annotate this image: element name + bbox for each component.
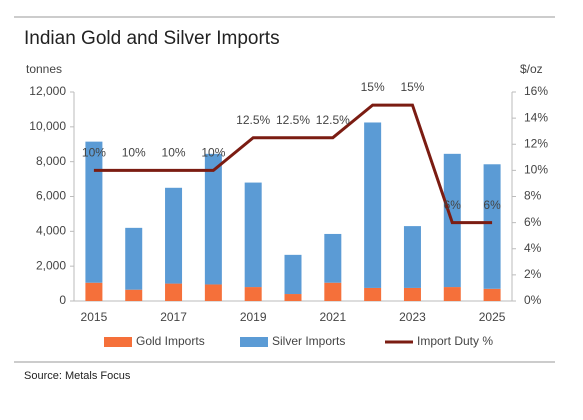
x-tick-label: 2025	[479, 310, 506, 324]
bar-segment	[403, 287, 421, 301]
x-tick-label: 2021	[319, 310, 346, 324]
y2-tick-label: 12%	[524, 136, 548, 150]
bar-segment	[483, 288, 501, 301]
legend-label: Gold Imports	[136, 334, 205, 348]
x-tick-label: 2023	[399, 310, 426, 324]
y2-tick-label: 2%	[524, 267, 542, 281]
legend-label: Silver Imports	[272, 334, 345, 348]
data-label: 10%	[201, 146, 225, 160]
chart-title: Indian Gold and Silver Imports	[24, 28, 280, 49]
y-tick-label: 8,000	[36, 154, 66, 168]
y2-tick-label: 6%	[524, 215, 542, 229]
bar-segment	[165, 187, 183, 284]
bar-segment	[204, 153, 222, 285]
x-tick-label: 2017	[160, 310, 187, 324]
y2-tick-label: 0%	[524, 293, 542, 307]
bar-segment	[204, 284, 222, 301]
y-tick-label: 2,000	[36, 258, 66, 272]
data-label: 10%	[162, 146, 186, 160]
data-label: 15%	[400, 80, 424, 94]
y-tick-label: 12,000	[29, 84, 66, 98]
data-label: 10%	[122, 146, 146, 160]
bar-segment	[483, 164, 501, 289]
bar-segment	[85, 141, 103, 283]
data-label: 15%	[361, 80, 385, 94]
legend-swatch	[104, 337, 132, 347]
y2-tick-label: 4%	[524, 241, 542, 255]
source: Source: Metals Focus	[24, 370, 131, 382]
bar-segment	[244, 182, 262, 288]
y-tick-label: 10,000	[29, 119, 66, 133]
data-label: 10%	[82, 146, 106, 160]
y-tick-label: 4,000	[36, 224, 66, 238]
x-tick-label: 2015	[81, 310, 108, 324]
y2-tick-label: 8%	[524, 189, 542, 203]
bar-segment	[324, 233, 342, 283]
bar-segment	[165, 283, 183, 301]
bar-segment	[244, 287, 262, 301]
data-label: 6%	[483, 198, 501, 212]
bar-segment	[284, 294, 302, 301]
data-label: 6%	[444, 198, 462, 212]
bar-segment	[125, 289, 143, 301]
y2-tick-label: 16%	[524, 84, 548, 98]
y2-tick-label: 14%	[524, 110, 548, 124]
line	[93, 103, 493, 225]
y2-axis-label: $/oz	[520, 62, 543, 76]
bar-segment	[403, 226, 421, 288]
y-axis-label: tonnes	[26, 62, 62, 76]
y-tick-label: 0	[59, 293, 66, 307]
y-tick-label: 6,000	[36, 189, 66, 203]
bar-segment	[364, 122, 382, 288]
bar-segment	[85, 282, 103, 301]
legend-swatch	[240, 337, 268, 347]
y2-tick-label: 10%	[524, 163, 548, 177]
bar-segment	[324, 282, 342, 301]
bar-segment	[364, 287, 382, 301]
data-label: 12.5%	[276, 113, 310, 127]
data-label: 12.5%	[236, 113, 270, 127]
x-tick-label: 2019	[240, 310, 267, 324]
bar-segment	[125, 227, 143, 290]
bar-segment	[443, 287, 461, 301]
legend-label: Import Duty %	[417, 334, 493, 348]
bar-segment	[284, 254, 302, 295]
data-label: 12.5%	[316, 113, 350, 127]
